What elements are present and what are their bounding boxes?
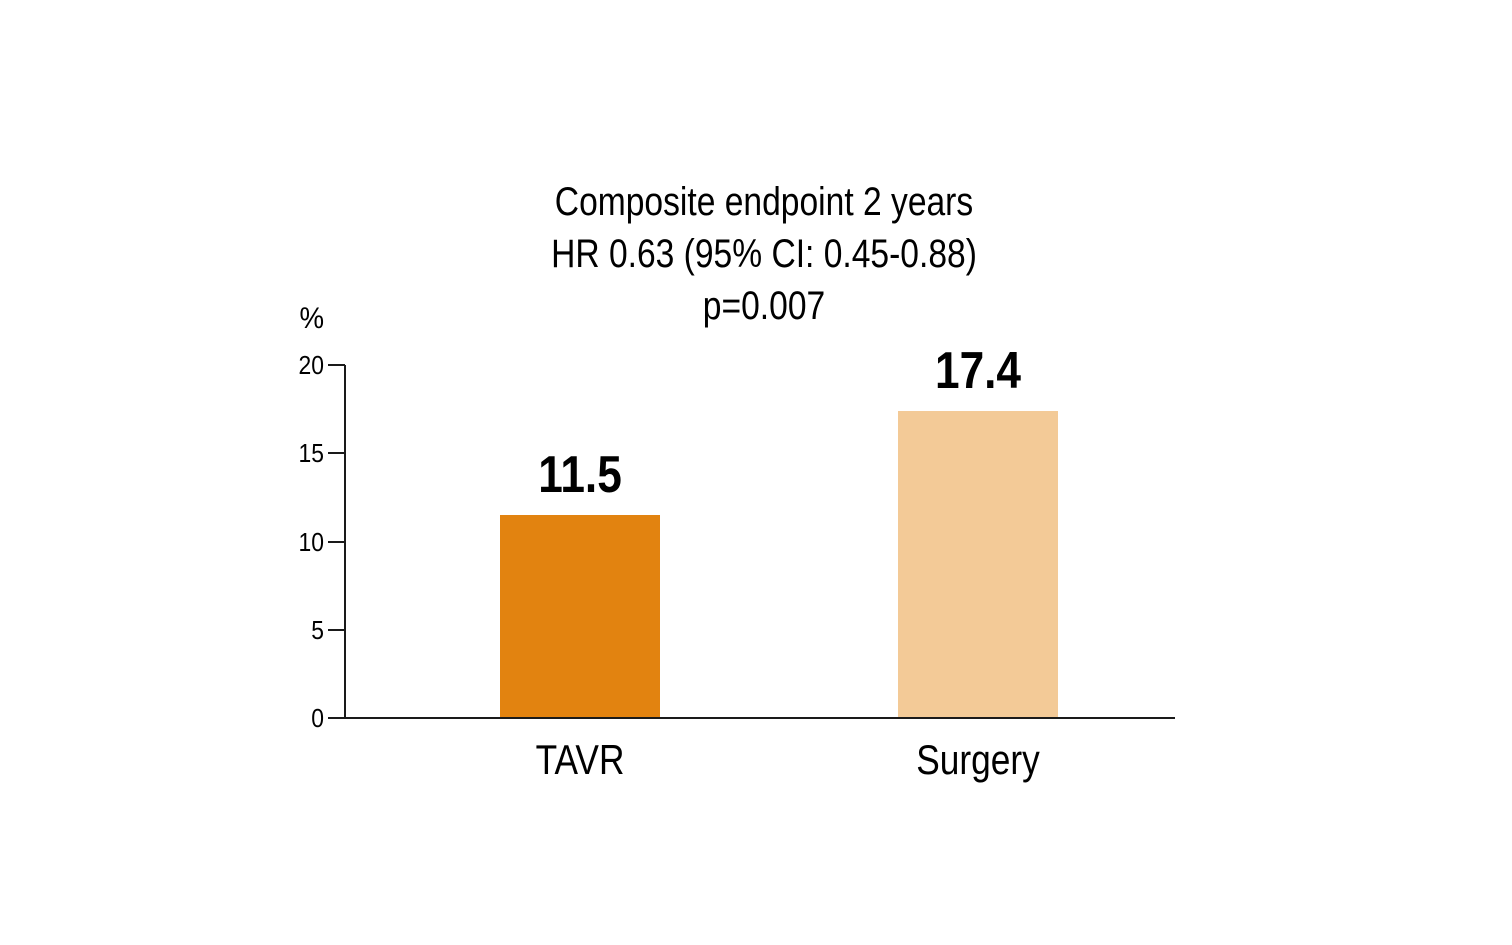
x-axis-line xyxy=(344,717,1175,719)
plot-area: % 0 5 10 15 20 11.5 TAVR 17.4 Surgery xyxy=(299,303,1175,783)
y-tick-mark xyxy=(328,364,345,366)
chart-title-line-2: HR 0.63 (95% CI: 0.45-0.88) xyxy=(551,232,977,276)
y-tick-label: 10 xyxy=(298,526,324,557)
chart-title-line-1: Composite endpoint 2 years xyxy=(554,180,974,224)
bar-value-label-tavr: 11.5 xyxy=(538,446,622,504)
y-tick-label: 0 xyxy=(311,703,324,733)
y-tick-label: 5 xyxy=(311,614,324,645)
y-tick-label: 15 xyxy=(298,438,324,469)
y-tick-mark xyxy=(328,540,345,543)
category-label-tavr: TAVR xyxy=(535,736,625,783)
chart-title-line-3: p=0.007 xyxy=(702,284,826,328)
bar-tavr xyxy=(500,515,660,718)
category-label-surgery: Surgery xyxy=(916,736,1040,783)
y-tick-mark xyxy=(328,717,345,719)
y-axis-line xyxy=(344,365,346,718)
chart-title: Composite endpoint 2 years HR 0.63 (95% … xyxy=(428,176,1100,332)
y-tick-mark xyxy=(328,628,345,631)
bar-surgery xyxy=(898,411,1058,718)
y-tick-label: 20 xyxy=(298,350,324,380)
bar-value-label-surgery: 17.4 xyxy=(934,342,1022,400)
y-tick-mark xyxy=(328,452,345,455)
y-axis-unit-label: % xyxy=(299,302,324,335)
